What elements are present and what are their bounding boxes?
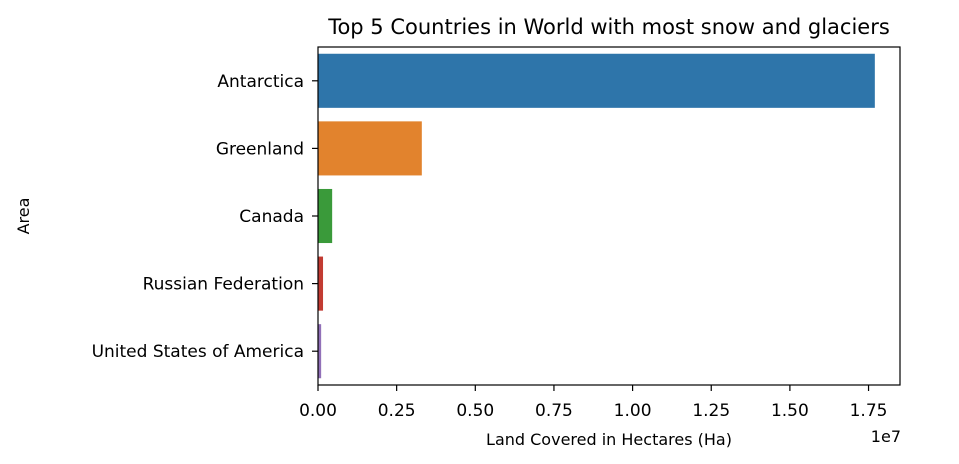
x-axis-ticks: 0.00 0.25 0.50 0.75 1.00 1.25 1.50 1.75 [299, 385, 887, 421]
x-tick-label: 0.00 [299, 401, 337, 421]
x-tick-label: 0.75 [535, 401, 573, 421]
y-tick-label: Greenland [216, 139, 304, 159]
bar-russian-federation [318, 256, 324, 311]
bar-antarctica [318, 53, 875, 108]
plot-frame [317, 46, 901, 386]
y-axis-label: Area [14, 198, 33, 235]
x-tick-label: 0.50 [456, 401, 494, 421]
bar-canada [318, 188, 333, 244]
x-tick-label: 1.00 [614, 401, 652, 421]
bar-greenland [318, 121, 422, 176]
x-tick-label: 1.75 [850, 401, 888, 421]
x-axis-offset-label: 1e7 [871, 427, 901, 446]
x-tick-label: 1.25 [692, 401, 730, 421]
y-tick-label: United States of America [92, 342, 304, 362]
x-tick-label: 1.50 [771, 401, 809, 421]
y-axis-ticks: Antarctica Greenland Canada Russian Federat… [92, 72, 318, 362]
y-tick-label: Antarctica [217, 72, 304, 92]
x-axis-label: Land Covered in Hectares (Ha) [486, 430, 732, 449]
bars-group [318, 53, 875, 379]
y-tick-label: Canada [239, 207, 304, 227]
bar-united-states-of-america [318, 324, 322, 379]
y-tick-label: Russian Federation [143, 275, 304, 295]
chart-title: Top 5 Countries in World with most snow … [327, 15, 890, 39]
x-tick-label: 0.25 [378, 401, 416, 421]
